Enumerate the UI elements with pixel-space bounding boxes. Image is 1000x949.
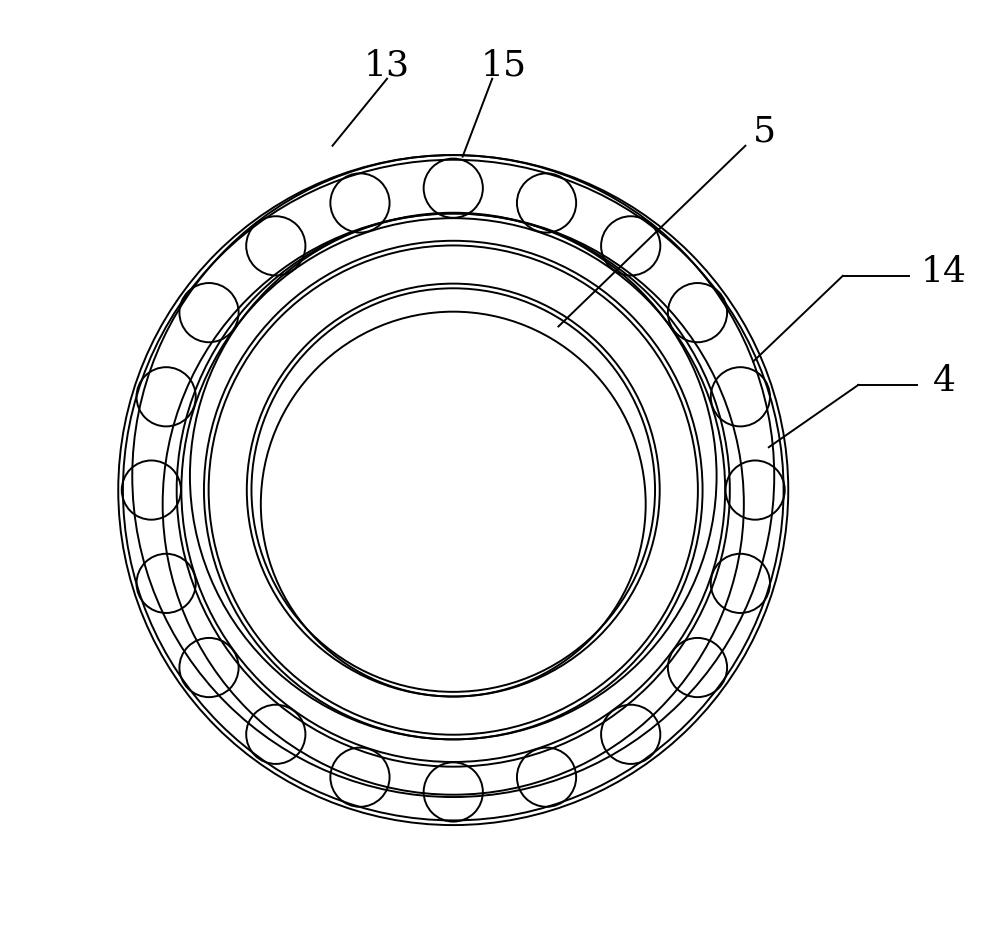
Text: 15: 15 (481, 48, 527, 83)
Text: 4: 4 (933, 364, 956, 398)
Text: 13: 13 (364, 48, 410, 83)
Text: 14: 14 (921, 255, 967, 288)
Text: 5: 5 (753, 115, 776, 149)
